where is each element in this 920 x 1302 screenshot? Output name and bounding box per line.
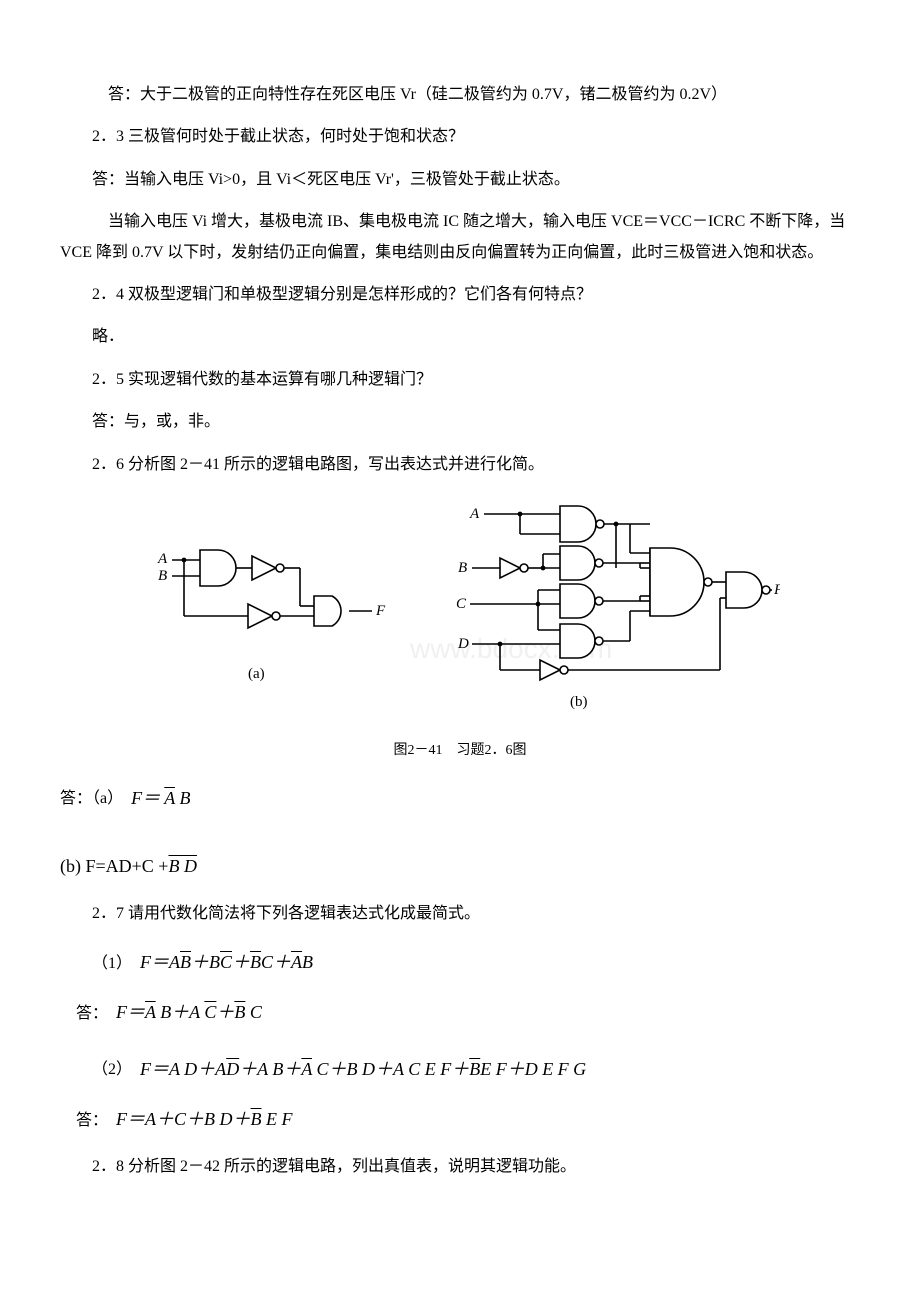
svg-text:D: D (457, 636, 469, 652)
answer-2-6-a: 答：（a） F＝ A B (60, 781, 860, 815)
svg-text:A: A (469, 506, 480, 522)
answer-2-2: 答：大于二极管的正向特性存在死区电压 Vr（硅二极管约为 0.7V，锗二极管约为… (60, 80, 860, 110)
svg-text:B: B (158, 568, 167, 584)
svg-text:(b): (b) (570, 694, 588, 710)
question-2-8: 2．8 分析图 2－42 所示的逻辑电路，列出真值表，说明其逻辑功能。 (60, 1152, 860, 1182)
question-2-4: 2．4 双极型逻辑门和单极型逻辑分别是怎样形成的？它们各有何特点？ (60, 280, 860, 310)
svg-text:C: C (456, 596, 467, 612)
formula-2-7-1: （1） F＝AB＋BC＋BC＋AB (92, 945, 860, 979)
answer-2-4: 略． (60, 322, 860, 352)
answer-2-7-1: 答： F＝A B＋A C＋B C (76, 995, 860, 1029)
question-2-7: 2．7 请用代数化简法将下列各逻辑表达式化成最简式。 (60, 899, 860, 929)
circuit-b: A B (456, 506, 780, 710)
question-2-6: 2．6 分析图 2－41 所示的逻辑电路图，写出表达式并进行化简。 (60, 450, 860, 480)
svg-text:(a): (a) (248, 666, 265, 682)
svg-text:F: F (773, 582, 780, 598)
question-2-5: 2．5 实现逻辑代数的基本运算有哪几种逻辑门？ (60, 365, 860, 395)
svg-text:B: B (458, 560, 467, 576)
question-2-3: 2．3 三极管何时处于截止状态，何时处于饱和状态？ (60, 122, 860, 152)
svg-text:F: F (375, 603, 386, 619)
figure-2-41: www.bdocx.com A B (60, 498, 860, 728)
svg-text:A: A (157, 551, 168, 567)
answer-2-3-b: 当输入电压 Vi 增大，基极电流 IB、集电极电流 IC 随之增大，输入电压 V… (60, 207, 860, 268)
answer-2-6-b: (b) F=AD+C +B D (60, 849, 860, 883)
answer-2-5: 答：与，或，非。 (60, 407, 860, 437)
answer-2-3-a: 答：当输入电压 Vi>0，且 Vi＜死区电压 Vr'，三极管处于截止状态。 (60, 165, 860, 195)
formula-2-7-2: （2） F＝A D＋AD＋A B＋A C＋B D＋A C E F＋BE F＋D … (92, 1052, 860, 1086)
circuit-a: A B F (157, 550, 386, 682)
answer-2-7-2: 答： F＝A＋C＋B D＋B E F (76, 1102, 860, 1136)
figure-caption: 图2－41 习题2．6图 (60, 738, 860, 765)
